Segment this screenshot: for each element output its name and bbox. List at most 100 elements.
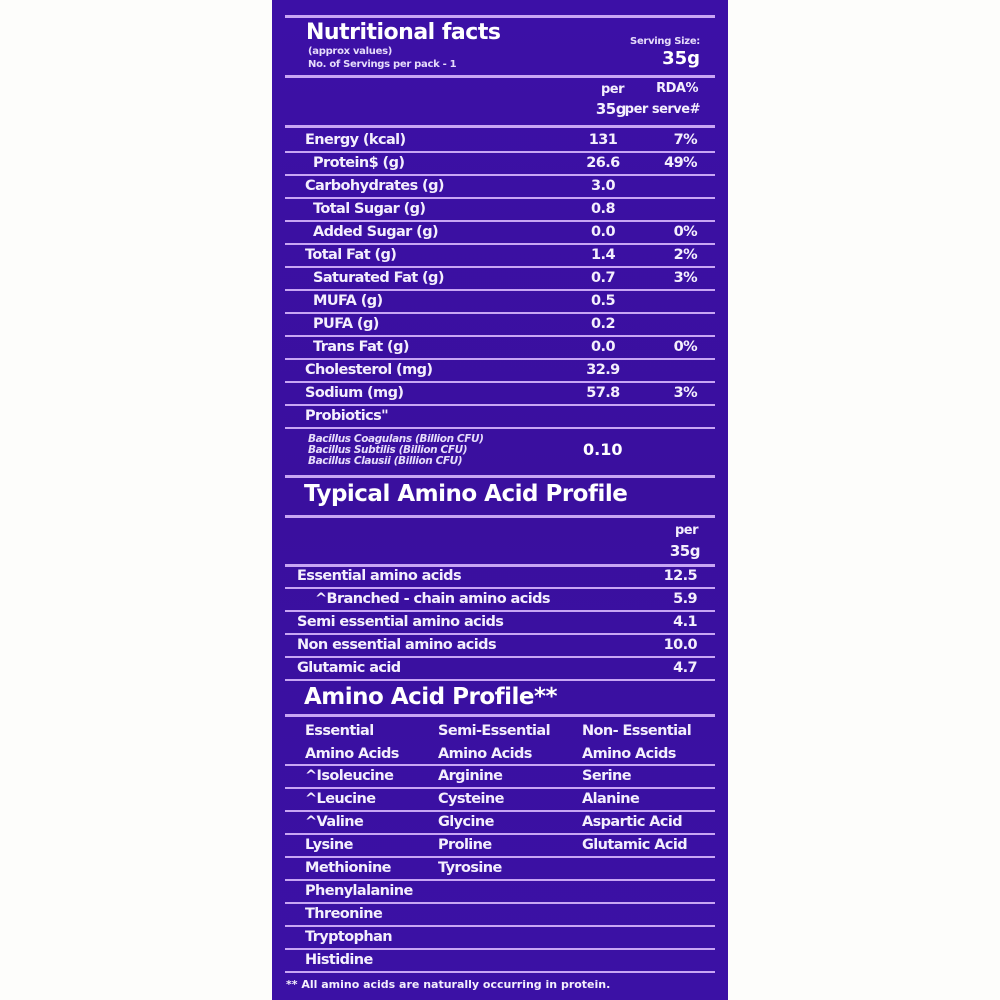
amino-group-value: 5.9 — [673, 591, 697, 607]
non-essential-amino: Alanine — [582, 791, 640, 807]
nutrition-row: Saturated Fat (g) 0.7 3% — [285, 268, 715, 291]
amino-group-label: Non essential amino acids — [297, 637, 497, 653]
essential-amino: Threonine — [305, 906, 383, 922]
typical-row: Semi essential amino acids 4.1 — [285, 612, 715, 635]
approx-note: (approx values) — [308, 46, 392, 57]
nutrient-label: Added Sugar (g) — [313, 224, 439, 240]
nutrient-value: 0.5 — [591, 293, 615, 309]
nutrient-value: 0.7 — [591, 270, 615, 286]
col-per-35g: 35g — [595, 100, 627, 118]
nutrient-rda: 7% — [673, 132, 698, 148]
bacillus-item: Bacillus Subtilis (Billion CFU) — [308, 444, 468, 456]
col-per: per — [600, 82, 625, 97]
typical-title: Typical Amino Acid Profile — [304, 481, 628, 507]
profile-row: Lysine Proline Glutamic Acid — [285, 835, 715, 858]
non-essential-amino: Glutamic Acid — [582, 837, 688, 853]
nutrition-row: PUFA (g) 0.2 — [285, 314, 715, 337]
semi-essential-amino: Cysteine — [438, 791, 504, 807]
bacillus-item: Bacillus Clausii (Billion CFU) — [308, 455, 463, 467]
nutrient-label: Saturated Fat (g) — [313, 270, 444, 286]
nutrition-title: Nutritional facts — [306, 20, 501, 45]
nutrient-rda: 2% — [673, 247, 698, 263]
non-essential-amino: Aspartic Acid — [582, 814, 683, 830]
nutrition-row: MUFA (g) 0.5 — [285, 291, 715, 314]
col-rda: RDA% — [656, 81, 698, 96]
serving-size: 35g — [662, 48, 700, 69]
semi-essential-amino: Proline — [438, 837, 492, 853]
profile-row: Histidine — [285, 950, 715, 973]
nutrition-row: Total Fat (g) 1.4 2% — [285, 245, 715, 268]
typical-row: Non essential amino acids 10.0 — [285, 635, 715, 658]
typical-col-35g: 35g — [669, 542, 701, 560]
nutrient-label: Energy (kcal) — [305, 132, 406, 148]
divider — [285, 515, 715, 518]
nutrient-label: PUFA (g) — [313, 316, 379, 332]
amino-group-value: 4.7 — [673, 660, 697, 676]
nutrition-row: Energy (kcal) 131 7% — [285, 130, 715, 153]
header-semi-2: Amino Acids — [438, 746, 532, 762]
profile-title: Amino Acid Profile** — [304, 684, 558, 710]
nutrient-value: 3.0 — [591, 178, 615, 194]
nutrient-label: Total Fat (g) — [305, 247, 397, 263]
nutrient-value: 26.6 — [586, 155, 620, 171]
typical-row: Essential amino acids 12.5 — [285, 566, 715, 589]
header-non-2: Amino Acids — [582, 746, 676, 762]
amino-group-value: 12.5 — [663, 568, 698, 584]
semi-essential-amino: Arginine — [438, 768, 503, 784]
non-essential-amino: Serine — [582, 768, 632, 784]
nutrition-row: Carbohydrates (g) 3.0 — [285, 176, 715, 199]
nutrient-value: 131 — [588, 132, 618, 148]
divider — [285, 125, 715, 128]
footnote: ** All amino acids are naturally occurri… — [286, 978, 611, 991]
nutrient-rda: 3% — [673, 270, 698, 286]
profile-header: Essential Amino Acids Semi-Essential Amino… — [285, 718, 715, 766]
nutrient-rda: 0% — [673, 224, 698, 240]
amino-group-label: Essential amino acids — [297, 568, 462, 584]
nutrient-value: 0.0 — [591, 339, 615, 355]
nutrient-label: Cholesterol (mg) — [305, 362, 433, 378]
nutrient-label: Carbohydrates (g) — [305, 178, 444, 194]
amino-group-label: ^Branched - chain amino acids — [315, 591, 551, 607]
profile-row: ^Leucine Cysteine Alanine — [285, 789, 715, 812]
essential-amino: Lysine — [305, 837, 353, 853]
amino-group-value: 4.1 — [673, 614, 697, 630]
header-essential-2: Amino Acids — [305, 746, 399, 762]
nutrition-label: Nutritional facts (approx values) No. of… — [272, 0, 728, 1000]
typical-row: ^Branched - chain amino acids 5.9 — [285, 589, 715, 612]
amino-group-label: Semi essential amino acids — [297, 614, 504, 630]
bacillus-list: Bacillus Coagulans (Billion CFU) Bacillu… — [308, 434, 484, 467]
profile-row: Phenylalanine — [285, 881, 715, 904]
header-semi: Semi-Essential — [438, 723, 551, 739]
profile-row: Threonine — [285, 904, 715, 927]
nutrient-rda: 3% — [673, 385, 698, 401]
divider — [285, 75, 715, 78]
nutrition-row: Trans Fat (g) 0.0 0% — [285, 337, 715, 360]
divider — [285, 475, 715, 478]
semi-essential-amino: Glycine — [438, 814, 494, 830]
profile-row: Methionine Tyrosine — [285, 858, 715, 881]
essential-amino: Phenylalanine — [305, 883, 413, 899]
nutrient-label: Protein$ (g) — [313, 155, 405, 171]
nutrition-row: Sodium (mg) 57.8 3% — [285, 383, 715, 406]
typical-col-per: per — [674, 523, 699, 538]
nutrient-value: 0.8 — [591, 201, 615, 217]
divider — [285, 15, 715, 18]
header-non: Non- Essential — [582, 723, 692, 739]
nutrient-value: 32.9 — [586, 362, 620, 378]
nutrient-label: MUFA (g) — [313, 293, 383, 309]
essential-amino: ^Leucine — [305, 791, 376, 807]
essential-amino: Tryptophan — [305, 929, 393, 945]
essential-amino: ^Isoleucine — [305, 768, 394, 784]
nutrient-label: Trans Fat (g) — [313, 339, 409, 355]
profile-row: ^Isoleucine Arginine Serine — [285, 766, 715, 789]
bacillus-item: Bacillus Coagulans (Billion CFU) — [308, 433, 484, 445]
nutrition-row: Total Sugar (g) 0.8 — [285, 199, 715, 222]
essential-amino: Methionine — [305, 860, 392, 876]
essential-amino: ^Valine — [305, 814, 364, 830]
nutrient-value: 1.4 — [591, 247, 615, 263]
semi-essential-amino: Tyrosine — [438, 860, 502, 876]
nutrient-rda: 49% — [664, 155, 698, 171]
nutrient-value: 0.2 — [591, 316, 615, 332]
amino-group-label: Glutamic acid — [297, 660, 401, 676]
nutrient-label: Probiotics" — [305, 408, 389, 424]
